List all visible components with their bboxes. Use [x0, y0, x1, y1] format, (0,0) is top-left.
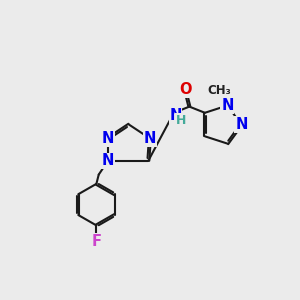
- Text: H: H: [176, 114, 186, 127]
- Text: F: F: [92, 234, 101, 249]
- Text: N: N: [144, 131, 156, 146]
- Text: N: N: [221, 98, 234, 113]
- Text: O: O: [179, 82, 192, 97]
- Text: CH₃: CH₃: [208, 84, 232, 98]
- Text: N: N: [102, 131, 114, 146]
- Text: N: N: [169, 108, 182, 123]
- Text: N: N: [102, 153, 114, 168]
- Text: N: N: [235, 117, 248, 132]
